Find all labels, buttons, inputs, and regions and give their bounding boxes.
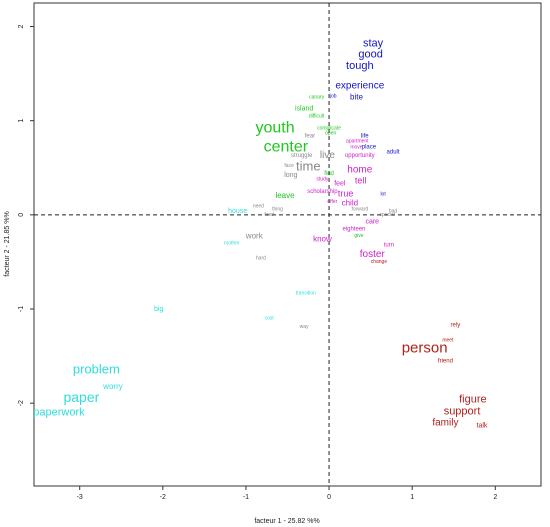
y-axis-label: facteur 2 - 21.85 %% xyxy=(4,211,11,276)
word-point: meet xyxy=(442,337,454,343)
y-axis-ticks: -2 -1 0 1 2 xyxy=(18,24,34,406)
word-point: turn xyxy=(384,243,394,249)
word-point: life xyxy=(361,133,369,139)
word-point: forward xyxy=(351,207,368,213)
word-point: scholarship xyxy=(307,189,338,195)
x-axis-label: facteur 1 - 25.82 %% xyxy=(254,518,319,525)
word-point: bite xyxy=(350,92,363,101)
plot-frame xyxy=(33,2,542,487)
y-tick-label: 2 xyxy=(18,24,25,28)
word-point: figure xyxy=(459,393,487,405)
word-point: bad xyxy=(389,208,398,214)
word-point: difficult xyxy=(309,113,325,119)
word-point: big xyxy=(154,306,163,313)
word-point: youth xyxy=(255,119,294,136)
word-point: find xyxy=(324,171,334,177)
word-point: mother xyxy=(224,240,240,246)
word-point: need xyxy=(253,204,264,210)
x-tick-label: 1 xyxy=(410,494,414,501)
word-point: change xyxy=(371,259,388,265)
word-point: adult xyxy=(387,149,400,155)
word-point: place xyxy=(362,145,377,151)
word-point: talk xyxy=(477,423,488,430)
word-point: tough xyxy=(346,60,374,72)
word-point: paperwork xyxy=(33,406,85,418)
word-point: offer xyxy=(327,199,337,205)
word-point: cost xyxy=(265,316,275,322)
word-point: long xyxy=(284,172,297,179)
word-point: true xyxy=(338,189,354,199)
word-point: island xyxy=(295,105,313,112)
word-point: thing xyxy=(272,207,283,213)
word-point: special xyxy=(379,212,395,218)
x-axis-ticks: -3 -2 -1 0 1 2 xyxy=(77,486,497,501)
word-point: rely xyxy=(451,323,461,329)
x-tick-label: -2 xyxy=(160,494,166,501)
word-point: friend xyxy=(438,358,453,364)
word-point: give xyxy=(354,233,363,239)
word-point: move xyxy=(350,144,362,150)
word-point: face xyxy=(284,163,294,169)
word-point: study xyxy=(316,176,328,182)
word-point: job xyxy=(329,94,337,100)
word-point: experience xyxy=(335,80,384,91)
word-point: paper xyxy=(63,389,99,405)
word-point: apartment xyxy=(346,139,369,145)
word-point: lot xyxy=(380,191,386,197)
word-point: eighteen xyxy=(342,227,365,233)
x-tick-label: -3 xyxy=(77,494,83,501)
y-tick-label: -1 xyxy=(18,306,25,312)
word-point: feed xyxy=(264,212,274,218)
word-point: opportunity xyxy=(345,153,375,159)
word-point: foster xyxy=(360,249,386,260)
word-point: worry xyxy=(102,382,123,391)
word-point: house xyxy=(228,208,247,215)
word-point: know xyxy=(313,234,332,243)
word-point: open xyxy=(325,130,336,136)
word-point: support xyxy=(444,406,481,418)
word-point: child xyxy=(342,199,358,208)
zero-lines xyxy=(34,3,541,486)
word-point: way xyxy=(300,324,309,330)
word-point: hard xyxy=(256,255,266,261)
x-tick-label: 0 xyxy=(327,494,331,501)
x-tick-label: 2 xyxy=(493,494,497,501)
word-point: family xyxy=(432,418,458,429)
word-point: struggle xyxy=(291,153,313,159)
y-tick-label: 0 xyxy=(18,213,25,217)
word-point: complicate xyxy=(317,126,341,132)
word-point: time xyxy=(296,158,321,173)
word-point: live xyxy=(320,150,335,161)
word-point: feel xyxy=(334,181,346,188)
word-point: person xyxy=(402,340,448,357)
word-point: canary xyxy=(309,94,325,100)
word-point: work xyxy=(245,232,264,241)
word-point: stay xyxy=(363,37,384,49)
word-point: center xyxy=(264,138,309,155)
y-tick-label: 1 xyxy=(18,119,25,123)
word-point: problem xyxy=(73,362,120,377)
word-point: fear xyxy=(305,133,315,139)
word-point: leave xyxy=(275,191,295,200)
word-point: home xyxy=(347,164,372,175)
word-point: transition xyxy=(296,290,317,296)
x-tick-label: -1 xyxy=(243,494,249,501)
word-point: care xyxy=(365,218,379,225)
y-tick-label: -2 xyxy=(18,400,25,406)
word-point: tell xyxy=(355,175,367,185)
word-point: good xyxy=(358,49,382,61)
word-labels: staygoodtoughexperiencebitejoblifeplacea… xyxy=(33,37,488,429)
